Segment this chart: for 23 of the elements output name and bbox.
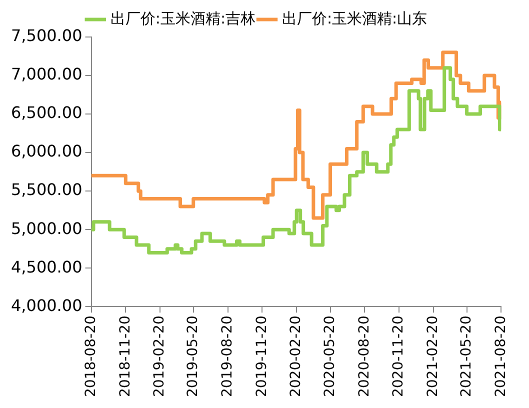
x-tick-label: 2020-05-20 (322, 316, 338, 398)
x-tick-label: 2019-08-20 (219, 316, 236, 398)
x-tick-label: 2019-02-20 (152, 316, 168, 398)
legend-label: 出厂价:玉米酒精:山东 (282, 9, 428, 28)
x-tick-label: 2020-02-20 (288, 316, 304, 398)
y-tick-label: 7,000.00 (11, 64, 82, 84)
y-tick-label: 4,500.00 (11, 257, 82, 276)
y-tick-label: 6,500.00 (11, 103, 82, 122)
x-tick-label: 2021-02-20 (425, 316, 442, 398)
y-tick-label: 6,000.00 (11, 142, 82, 161)
x-tick-label: 2021-05-20 (458, 316, 474, 398)
x-tick-label: 2020-08-20 (356, 316, 372, 398)
x-tick-label: 2021-08-20 (492, 316, 509, 398)
x-tick-label: 2019-05-20 (185, 316, 202, 398)
legend-label: 出厂价:玉米酒精:吉林 (110, 9, 256, 28)
x-tick-label: 2018-08-20 (82, 316, 99, 398)
x-tick-label: 2019-11-20 (254, 316, 270, 398)
y-tick-label: 5,500.00 (11, 180, 82, 200)
x-tick-label: 2020-11-20 (390, 316, 407, 398)
y-tick-label: 5,000.00 (11, 218, 82, 238)
x-tick-label: 2018-11-20 (117, 316, 134, 398)
y-tick-label: 7,500.00 (11, 26, 82, 46)
y-tick-label: 4,000.00 (11, 296, 82, 315)
